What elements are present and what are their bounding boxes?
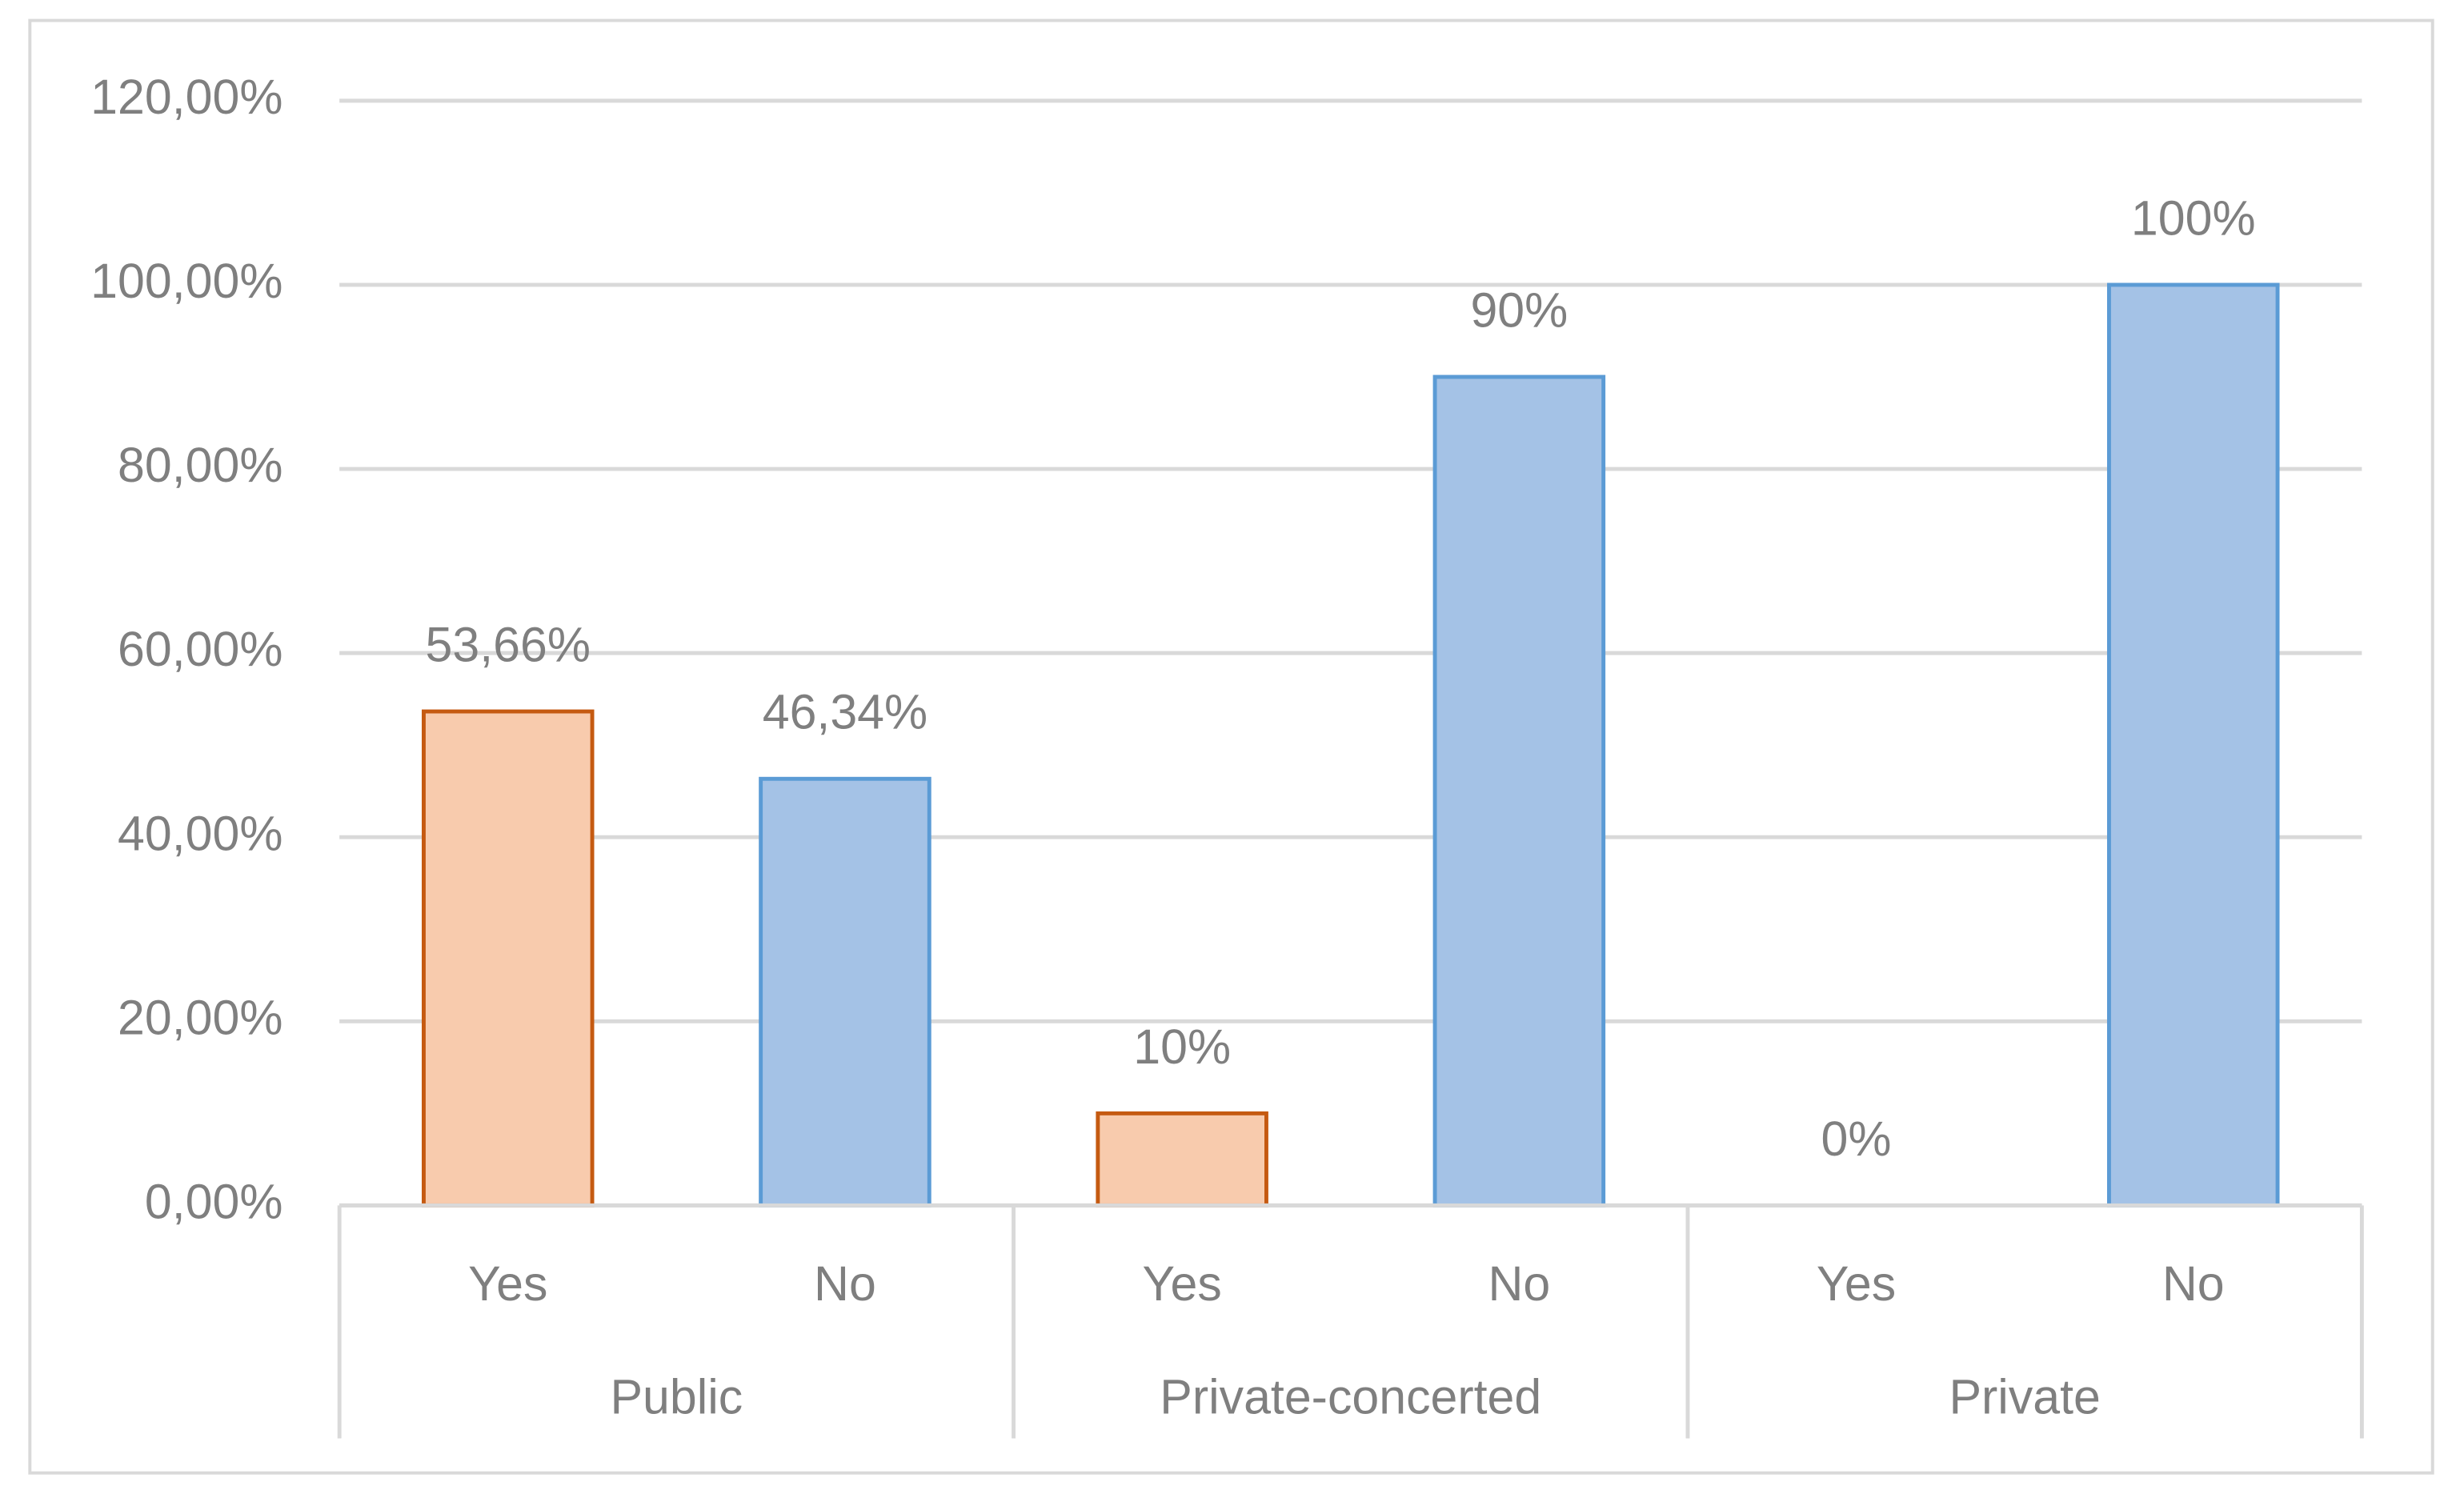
group-label: Private-concerted <box>1160 1369 1541 1424</box>
value-label: 0% <box>1821 1111 1892 1166</box>
bar <box>1432 374 1606 1208</box>
x-tick-label: No <box>1488 1256 1550 1311</box>
value-label: 46,34% <box>763 685 928 739</box>
y-tick-label: 20,00% <box>118 990 282 1044</box>
y-tick-label: 80,00% <box>118 438 282 492</box>
x-tick-label: No <box>814 1256 876 1311</box>
x-tick-label: No <box>2162 1256 2225 1311</box>
x-tick-label: Yes <box>468 1256 547 1311</box>
y-tick-label: 120,00% <box>90 70 282 124</box>
group-label: Private <box>1949 1369 2100 1424</box>
bar <box>1096 1111 1268 1208</box>
y-tick-label: 40,00% <box>118 806 282 860</box>
bar <box>421 709 595 1208</box>
value-label: 90% <box>1470 282 1568 337</box>
value-label: 53,66% <box>426 617 591 671</box>
chart-border <box>28 18 2434 1475</box>
value-label: 10% <box>1133 1019 1231 1074</box>
x-tick-label: Yes <box>1817 1256 1896 1311</box>
bar <box>2107 282 2280 1208</box>
x-tick-label: Yes <box>1143 1256 1222 1311</box>
y-tick-label: 0,00% <box>145 1174 283 1228</box>
value-label: 100% <box>2131 190 2256 245</box>
y-tick-label: 60,00% <box>118 622 282 676</box>
group-label: Public <box>610 1369 743 1424</box>
bar <box>759 776 932 1208</box>
y-tick-label: 100,00% <box>90 254 282 308</box>
